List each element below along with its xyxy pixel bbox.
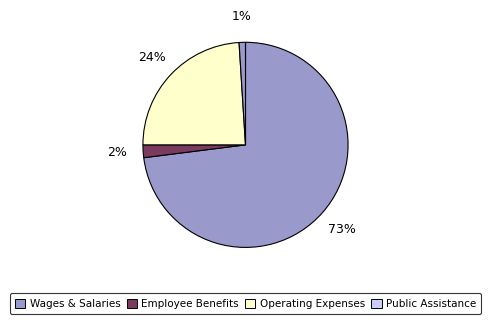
Text: 24%: 24% [138,51,166,64]
Wedge shape [144,42,348,247]
Wedge shape [239,42,246,145]
Wedge shape [143,145,246,158]
Text: 2%: 2% [108,147,128,160]
Text: 1%: 1% [232,10,251,23]
Text: 73%: 73% [327,223,355,236]
Legend: Wages & Salaries, Employee Benefits, Operating Expenses, Public Assistance: Wages & Salaries, Employee Benefits, Ope… [10,293,481,314]
Wedge shape [143,43,246,145]
